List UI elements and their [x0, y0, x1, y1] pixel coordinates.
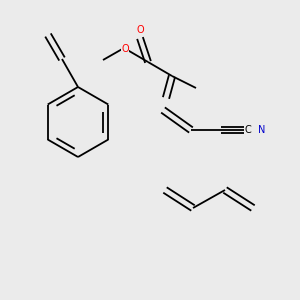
Text: O: O: [136, 25, 144, 35]
Text: C: C: [244, 125, 251, 135]
Text: N: N: [258, 125, 266, 135]
Text: O: O: [121, 44, 129, 54]
